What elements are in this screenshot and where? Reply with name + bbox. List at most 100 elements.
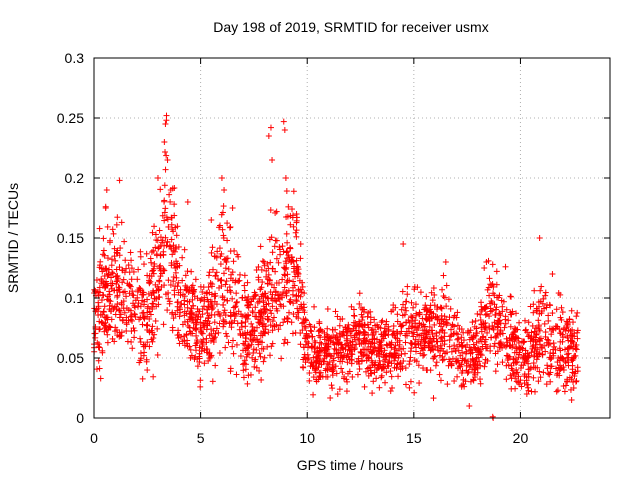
data-point <box>192 276 199 283</box>
data-point <box>403 307 410 314</box>
data-point <box>572 343 579 350</box>
data-point <box>492 368 499 375</box>
data-point <box>261 354 268 361</box>
data-point <box>433 359 440 366</box>
data-point <box>404 283 411 290</box>
data-point <box>181 301 188 308</box>
data-point <box>484 286 491 293</box>
data-point <box>573 346 580 353</box>
data-point <box>324 325 331 332</box>
data-point <box>162 148 169 155</box>
data-point <box>429 315 436 322</box>
data-point <box>398 306 405 313</box>
data-point <box>480 333 487 340</box>
data-point <box>482 324 489 331</box>
data-point <box>328 382 335 389</box>
data-point <box>536 235 543 241</box>
data-point <box>327 394 334 401</box>
data-point <box>97 375 104 382</box>
data-point <box>221 296 228 303</box>
data-point <box>165 295 172 302</box>
data-point <box>216 350 223 357</box>
data-point <box>442 259 449 265</box>
data-point <box>140 261 147 268</box>
data-point <box>103 187 110 193</box>
data-point <box>236 271 243 278</box>
data-point <box>507 372 514 379</box>
data-point <box>573 313 580 320</box>
data-point <box>283 230 290 237</box>
data-point <box>356 290 363 297</box>
data-point <box>224 287 231 294</box>
data-point <box>525 387 532 394</box>
data-point <box>134 276 141 283</box>
data-point <box>293 233 300 240</box>
data-point <box>106 237 113 244</box>
data-point <box>290 278 297 285</box>
data-point <box>108 262 115 269</box>
data-point <box>477 362 484 369</box>
data-point <box>173 258 180 265</box>
data-point <box>160 252 167 259</box>
data-point <box>100 247 107 254</box>
data-point <box>306 321 313 328</box>
data-point <box>271 314 278 321</box>
data-point <box>224 220 231 227</box>
data-point <box>349 373 356 380</box>
data-point <box>431 354 438 361</box>
data-point <box>458 334 465 341</box>
data-point <box>193 347 200 354</box>
data-point <box>122 257 129 264</box>
data-point <box>100 235 107 242</box>
data-point <box>289 330 296 337</box>
data-point <box>244 279 251 286</box>
data-point <box>407 378 414 385</box>
data-point <box>187 346 194 353</box>
data-point <box>114 214 121 221</box>
data-point <box>240 347 247 354</box>
data-point <box>184 199 191 205</box>
data-point <box>212 362 219 369</box>
data-point <box>277 301 284 308</box>
data-point <box>573 377 580 384</box>
data-point <box>245 293 252 300</box>
data-point <box>336 330 343 337</box>
data-point <box>404 291 411 298</box>
data-point <box>216 245 223 252</box>
data-point <box>269 249 276 256</box>
y-tick-label: 0.1 <box>65 290 85 306</box>
data-point <box>477 380 484 387</box>
data-point <box>547 378 554 385</box>
x-tick-label: 5 <box>197 430 205 446</box>
data-point <box>413 358 420 365</box>
data-point <box>311 324 318 331</box>
data-point <box>96 225 103 232</box>
data-point <box>350 306 357 313</box>
data-point <box>209 244 216 251</box>
data-point <box>400 241 407 247</box>
data-point <box>520 339 527 346</box>
data-point <box>210 266 217 273</box>
data-point <box>265 329 272 336</box>
data-point <box>208 249 215 256</box>
data-point <box>184 304 191 311</box>
data-point <box>444 381 451 388</box>
data-point <box>432 362 439 369</box>
data-point <box>242 323 249 330</box>
data-point <box>194 305 201 312</box>
data-point <box>167 198 174 205</box>
data-point <box>156 264 163 271</box>
data-point <box>409 340 416 347</box>
data-point <box>250 349 257 356</box>
data-point <box>264 295 271 302</box>
data-point <box>182 272 189 279</box>
data-point <box>185 322 192 329</box>
data-point <box>366 364 373 371</box>
data-point <box>378 372 385 379</box>
x-tick-label: 15 <box>406 430 422 446</box>
data-point <box>213 325 220 332</box>
data-point <box>368 327 375 334</box>
data-point <box>281 265 288 272</box>
data-point <box>382 379 389 386</box>
data-point <box>407 348 414 355</box>
